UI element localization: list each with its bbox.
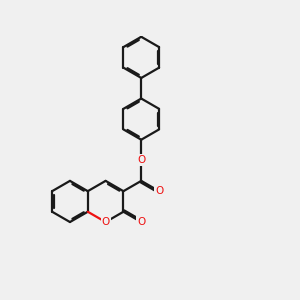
Text: O: O (101, 217, 110, 227)
Text: O: O (137, 155, 146, 165)
Text: O: O (137, 217, 146, 227)
Text: O: O (155, 186, 163, 196)
